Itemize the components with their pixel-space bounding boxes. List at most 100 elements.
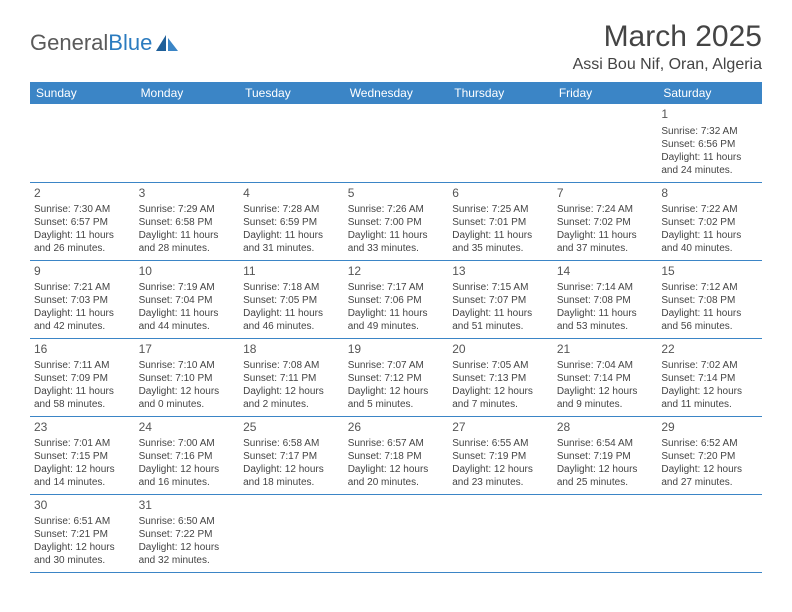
calendar-cell: 9Sunrise: 7:21 AMSunset: 7:03 PMDaylight…: [30, 260, 135, 338]
calendar-body: 1Sunrise: 7:32 AMSunset: 6:56 PMDaylight…: [30, 104, 762, 572]
calendar-row: 23Sunrise: 7:01 AMSunset: 7:15 PM Dayligh…: [30, 416, 762, 494]
calendar-cell: 25Sunrise: 6:58 AMSunset: 7:17 PMDayligh…: [239, 416, 344, 494]
sunrise-line: Sunrise: 7:10 AM: [139, 359, 236, 372]
sunrise-line: Sunrise: 7:25 AM: [452, 203, 549, 216]
day-number: 27: [452, 420, 549, 436]
calendar-cell: 3Sunrise: 7:29 AMSunset: 6:58 PMDaylight…: [135, 182, 240, 260]
sunrise-line: Sunrise: 6:58 AM: [243, 437, 340, 450]
calendar-cell: 27Sunrise: 6:55 AMSunset: 7:19 PMDayligh…: [448, 416, 553, 494]
daylight-line: Daylight: 12 hours and 30 minutes.: [34, 541, 131, 567]
day-number: 19: [348, 342, 445, 358]
sunrise-line: Sunrise: 7:32 AM: [661, 125, 758, 138]
calendar-cell-empty: [657, 494, 762, 572]
calendar-cell: 15Sunrise: 7:12 AMSunset: 7:08 PMDayligh…: [657, 260, 762, 338]
calendar-table: SundayMondayTuesdayWednesdayThursdayFrid…: [30, 82, 762, 573]
sunset-line: Sunset: 7:22 PM: [139, 528, 236, 541]
daylight-line: Daylight: 12 hours and 0 minutes.: [139, 385, 236, 411]
daylight-line: Daylight: 11 hours and 28 minutes.: [139, 229, 236, 255]
day-number: 1: [661, 107, 758, 123]
sunset-line: Sunset: 7:07 PM: [452, 294, 549, 307]
calendar-cell: 12Sunrise: 7:17 AMSunset: 7:06 PMDayligh…: [344, 260, 449, 338]
calendar-cell: 4Sunrise: 7:28 AMSunset: 6:59 PMDaylight…: [239, 182, 344, 260]
daylight-line: Daylight: 11 hours and 46 minutes.: [243, 307, 340, 333]
sunset-line: Sunset: 7:10 PM: [139, 372, 236, 385]
daylight-line: Daylight: 11 hours and 35 minutes.: [452, 229, 549, 255]
calendar-cell: 1Sunrise: 7:32 AMSunset: 6:56 PMDaylight…: [657, 104, 762, 182]
day-number: 10: [139, 264, 236, 280]
sunrise-line: Sunrise: 7:29 AM: [139, 203, 236, 216]
sunrise-line: Sunrise: 7:08 AM: [243, 359, 340, 372]
day-number: 17: [139, 342, 236, 358]
sunrise-line: Sunrise: 7:17 AM: [348, 281, 445, 294]
day-number: 8: [661, 186, 758, 202]
day-number: 13: [452, 264, 549, 280]
daylight-line: Daylight: 12 hours and 7 minutes.: [452, 385, 549, 411]
weekday-header: Friday: [553, 82, 658, 104]
daylight-line: Daylight: 12 hours and 25 minutes.: [557, 463, 654, 489]
sunset-line: Sunset: 7:04 PM: [139, 294, 236, 307]
daylight-line: Daylight: 12 hours and 9 minutes.: [557, 385, 654, 411]
daylight-line: Daylight: 11 hours and 49 minutes.: [348, 307, 445, 333]
sunset-line: Sunset: 7:12 PM: [348, 372, 445, 385]
calendar-cell-empty: [553, 104, 658, 182]
calendar-cell: 16Sunrise: 7:11 AMSunset: 7:09 PMDayligh…: [30, 338, 135, 416]
sunset-line: Sunset: 7:11 PM: [243, 372, 340, 385]
daylight-line: Daylight: 11 hours and 42 minutes.: [34, 307, 131, 333]
day-number: 25: [243, 420, 340, 436]
calendar-cell: 2Sunrise: 7:30 AMSunset: 6:57 PMDaylight…: [30, 182, 135, 260]
weekday-header-row: SundayMondayTuesdayWednesdayThursdayFrid…: [30, 82, 762, 104]
sunset-line: Sunset: 7:19 PM: [557, 450, 654, 463]
sunset-line: Sunset: 7:18 PM: [348, 450, 445, 463]
sunset-line: Sunset: 7:06 PM: [348, 294, 445, 307]
calendar-cell: 11Sunrise: 7:18 AMSunset: 7:05 PMDayligh…: [239, 260, 344, 338]
daylight-line: Daylight: 11 hours and 44 minutes.: [139, 307, 236, 333]
day-number: 26: [348, 420, 445, 436]
sunrise-line: Sunrise: 7:01 AM: [34, 437, 131, 450]
calendar-row: 9Sunrise: 7:21 AMSunset: 7:03 PMDaylight…: [30, 260, 762, 338]
calendar-cell-empty: [135, 104, 240, 182]
day-number: 4: [243, 186, 340, 202]
weekday-header: Thursday: [448, 82, 553, 104]
day-number: 6: [452, 186, 549, 202]
calendar-row: 16Sunrise: 7:11 AMSunset: 7:09 PMDayligh…: [30, 338, 762, 416]
sunrise-line: Sunrise: 7:05 AM: [452, 359, 549, 372]
logo-text-general: General: [30, 30, 108, 56]
sunrise-line: Sunrise: 6:55 AM: [452, 437, 549, 450]
calendar-cell: 29Sunrise: 6:52 AMSunset: 7:20 PMDayligh…: [657, 416, 762, 494]
sunrise-line: Sunrise: 7:26 AM: [348, 203, 445, 216]
calendar-cell: 20Sunrise: 7:05 AMSunset: 7:13 PMDayligh…: [448, 338, 553, 416]
day-number: 28: [557, 420, 654, 436]
sunrise-line: Sunrise: 7:15 AM: [452, 281, 549, 294]
calendar-row: 2Sunrise: 7:30 AMSunset: 6:57 PMDaylight…: [30, 182, 762, 260]
day-number: 29: [661, 420, 758, 436]
sunset-line: Sunset: 7:19 PM: [452, 450, 549, 463]
month-title: March 2025: [573, 20, 762, 54]
calendar-cell: 19Sunrise: 7:07 AMSunset: 7:12 PMDayligh…: [344, 338, 449, 416]
sunset-line: Sunset: 7:13 PM: [452, 372, 549, 385]
day-number: 14: [557, 264, 654, 280]
calendar-cell: 31Sunrise: 6:50 AMSunset: 7:22 PMDayligh…: [135, 494, 240, 572]
calendar-cell-empty: [448, 494, 553, 572]
calendar-cell: 5Sunrise: 7:26 AMSunset: 7:00 PMDaylight…: [344, 182, 449, 260]
sunset-line: Sunset: 7:08 PM: [557, 294, 654, 307]
weekday-header: Monday: [135, 82, 240, 104]
sunset-line: Sunset: 7:15 PM: [34, 450, 131, 463]
daylight-line: Daylight: 11 hours and 56 minutes.: [661, 307, 758, 333]
sunrise-line: Sunrise: 6:57 AM: [348, 437, 445, 450]
daylight-line: Daylight: 12 hours and 23 minutes.: [452, 463, 549, 489]
sunrise-line: Sunrise: 7:02 AM: [661, 359, 758, 372]
sunrise-line: Sunrise: 7:11 AM: [34, 359, 131, 372]
daylight-line: Daylight: 12 hours and 32 minutes.: [139, 541, 236, 567]
sunrise-line: Sunrise: 7:24 AM: [557, 203, 654, 216]
daylight-line: Daylight: 11 hours and 26 minutes.: [34, 229, 131, 255]
title-block: March 2025 Assi Bou Nif, Oran, Algeria: [573, 20, 762, 74]
daylight-line: Daylight: 11 hours and 37 minutes.: [557, 229, 654, 255]
daylight-line: Daylight: 12 hours and 5 minutes.: [348, 385, 445, 411]
day-number: 3: [139, 186, 236, 202]
sunset-line: Sunset: 7:02 PM: [661, 216, 758, 229]
day-number: 23: [34, 420, 131, 436]
sunset-line: Sunset: 7:17 PM: [243, 450, 340, 463]
header: General Blue March 2025 Assi Bou Nif, Or…: [30, 20, 762, 74]
daylight-line: Daylight: 11 hours and 33 minutes.: [348, 229, 445, 255]
daylight-line: Daylight: 12 hours and 11 minutes.: [661, 385, 758, 411]
